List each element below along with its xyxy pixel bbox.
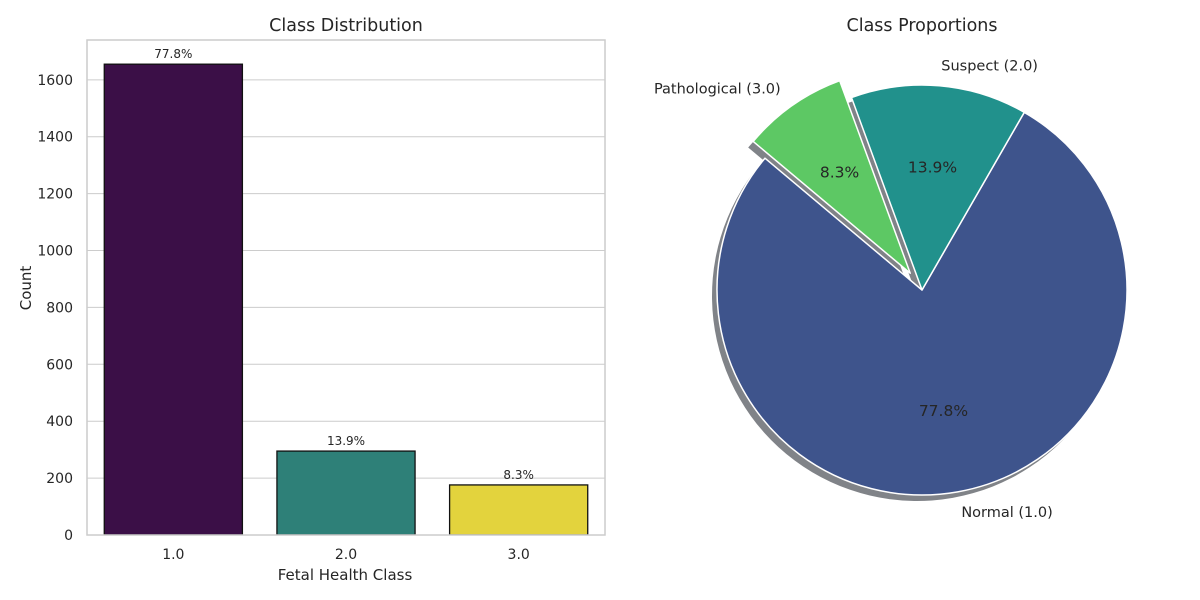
x-tick-label: 2.0 bbox=[335, 547, 357, 563]
y-tick-label: 1400 bbox=[37, 130, 73, 146]
pie-wedge-2 bbox=[752, 79, 911, 274]
bar-3.0 bbox=[448, 484, 589, 535]
pie-percent-label: 8.3% bbox=[820, 164, 859, 182]
y-tick-labels: 0 200 400 600 800 1000 1200 1400 1600 bbox=[37, 73, 73, 544]
pie-wedge-1 bbox=[850, 84, 1025, 291]
y-tick-label: 800 bbox=[46, 300, 73, 316]
y-tick-label: 600 bbox=[46, 357, 73, 373]
bar-data-label: 13.9% bbox=[327, 434, 365, 448]
x-axis-label: Fetal Health Class bbox=[278, 566, 413, 584]
bar-2.0 bbox=[276, 450, 416, 535]
bar-1.0 bbox=[103, 63, 244, 535]
pie-slice-label: Normal (1.0) bbox=[961, 505, 1052, 521]
pie-wedges bbox=[716, 79, 1128, 496]
pie-slice-label: Pathological (3.0) bbox=[654, 82, 781, 98]
y-tick-label: 400 bbox=[46, 414, 73, 430]
x-tick-labels: 1.0 2.0 3.0 bbox=[162, 547, 530, 563]
bar-chart-panel: Class Distribution 0 200 400 600 800 1000 1200… bbox=[17, 16, 606, 584]
plot-frame bbox=[86, 39, 606, 536]
x-tick-label: 1.0 bbox=[162, 547, 184, 563]
x-tick-label: 3.0 bbox=[508, 547, 530, 563]
pie-percent-label: 77.8% bbox=[919, 402, 968, 420]
bars bbox=[103, 63, 589, 535]
pie-chart-panel: Class Proportions 77.8% Normal (1.0) 13.9%… bbox=[654, 16, 1128, 521]
y-tick-label: 200 bbox=[46, 471, 73, 487]
pie-slice-label: Suspect (2.0) bbox=[941, 58, 1038, 74]
y-tick-label: 1600 bbox=[37, 73, 73, 89]
pie-percent-label: 13.9% bbox=[908, 158, 957, 176]
bar-chart-title: Class Distribution bbox=[269, 16, 423, 36]
bar-data-label: 77.8% bbox=[154, 47, 192, 61]
y-tick-label: 0 bbox=[64, 528, 73, 544]
y-tick-label: 1200 bbox=[37, 187, 73, 203]
pie-wedge-0 bbox=[716, 111, 1128, 496]
y-axis-label: Count bbox=[17, 266, 35, 311]
bar-data-labels: 77.8% 13.9% 8.3% bbox=[154, 47, 534, 482]
pie-chart-title: Class Proportions bbox=[846, 16, 997, 36]
pie-labels: 77.8% Normal (1.0) 13.9% Suspect (2.0) 8.3% P… bbox=[654, 58, 1053, 521]
y-tick-label: 1000 bbox=[37, 244, 73, 260]
bar-data-label: 8.3% bbox=[503, 468, 534, 482]
